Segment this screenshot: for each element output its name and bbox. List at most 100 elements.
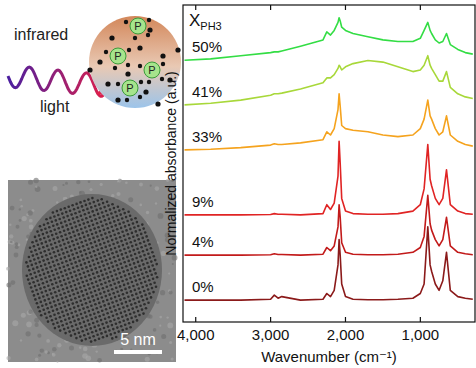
lattice-dot	[145, 284, 148, 287]
lattice-dot	[60, 271, 63, 274]
lattice-dot	[74, 212, 77, 215]
lattice-dot	[121, 302, 124, 305]
lattice-dot	[143, 254, 146, 257]
lattice-dot	[86, 329, 89, 332]
lattice-dot	[62, 288, 65, 291]
lattice-dot	[27, 265, 30, 268]
tem-noise	[169, 290, 173, 294]
lattice-dot	[71, 276, 74, 279]
lattice-dot	[89, 229, 92, 232]
lattice-dot	[65, 322, 68, 325]
lattice-dot	[66, 237, 69, 240]
lattice-dot	[125, 229, 128, 232]
lattice-dot	[53, 228, 56, 231]
lattice-dot	[62, 239, 65, 242]
lattice-dot	[140, 282, 143, 285]
lattice-dot	[60, 320, 63, 323]
tem-noise	[6, 283, 11, 288]
lattice-dot	[85, 217, 88, 220]
lattice-dot	[88, 261, 91, 264]
lattice-dot	[105, 259, 108, 262]
annotation: XPH3	[189, 11, 222, 32]
lattice-dot	[39, 238, 42, 241]
lattice-dot	[51, 234, 54, 237]
lattice-dot	[125, 216, 128, 219]
lattice-dot	[99, 230, 102, 233]
lattice-dot	[54, 304, 57, 307]
lattice-dot	[97, 311, 100, 314]
bond-dot	[147, 18, 151, 22]
bond-dot	[161, 62, 165, 66]
lattice-dot	[97, 298, 100, 301]
plot-frame	[183, 5, 475, 322]
lattice-dot	[96, 307, 99, 310]
lattice-dot	[140, 233, 143, 236]
lattice-dot	[89, 202, 92, 205]
x-tick-label: 2,000	[327, 326, 365, 343]
lattice-dot	[81, 339, 84, 342]
lattice-dot	[46, 231, 49, 234]
lattice-dot	[135, 257, 138, 260]
lattice-dot	[116, 290, 119, 293]
lattice-dot	[120, 262, 123, 265]
lattice-dot	[34, 249, 37, 252]
lattice-dot	[86, 293, 89, 296]
lattice-dot	[115, 336, 118, 339]
lattice-dot	[123, 284, 126, 287]
lattice-dot	[122, 257, 125, 260]
tem-noise	[29, 219, 33, 223]
lattice-dot	[79, 250, 82, 253]
lattice-dot	[84, 240, 87, 243]
tem-image: 5 nm	[6, 178, 177, 363]
lattice-dot	[66, 215, 69, 218]
lattice-dot	[65, 224, 68, 227]
lattice-dot	[51, 296, 54, 299]
lattice-dot	[45, 316, 48, 319]
lattice-dot	[145, 258, 148, 261]
lattice-dot	[113, 269, 116, 272]
lattice-dot	[97, 275, 100, 278]
tem-noise	[125, 181, 128, 184]
lattice-dot	[59, 329, 62, 332]
lattice-dot	[70, 249, 73, 252]
lattice-dot	[86, 244, 89, 247]
lattice-dot	[107, 303, 110, 306]
lattice-dot	[94, 241, 97, 244]
lattice-dot	[45, 241, 48, 244]
lattice-dot	[80, 241, 83, 244]
lattice-dot	[59, 316, 62, 319]
lattice-dot	[85, 204, 88, 207]
lattice-dot	[128, 286, 131, 289]
tem-noise	[37, 334, 41, 338]
lattice-dot	[132, 249, 135, 252]
lattice-dot	[56, 236, 59, 239]
lattice-dot	[148, 279, 151, 282]
lattice-dot	[114, 211, 117, 214]
lattice-dot	[37, 270, 40, 273]
lattice-dot	[155, 285, 158, 288]
lattice-dot	[47, 284, 50, 287]
lattice-dot	[30, 250, 33, 253]
lattice-dot	[127, 246, 130, 249]
lattice-dot	[65, 309, 68, 312]
lattice-dot	[52, 310, 55, 313]
lattice-dot	[91, 318, 94, 321]
y-axis-label: Normalized absorbance (a.u.)	[163, 71, 179, 255]
lattice-dot	[35, 262, 38, 265]
tem-noise	[27, 310, 32, 315]
lattice-dot	[77, 220, 80, 223]
lattice-dot	[103, 255, 106, 258]
lattice-dot	[66, 264, 69, 267]
lattice-dot	[63, 292, 66, 295]
lattice-dot	[121, 217, 124, 220]
bond-dot	[113, 66, 117, 70]
lattice-dot	[106, 299, 109, 302]
spectrum	[185, 141, 473, 215]
lattice-dot	[40, 301, 43, 304]
lattice-dot	[40, 251, 43, 254]
lattice-dot	[81, 268, 84, 271]
lattice-dot	[108, 267, 111, 270]
lattice-dot	[70, 236, 73, 239]
lattice-dot	[88, 287, 91, 290]
lattice-dot	[58, 240, 61, 243]
